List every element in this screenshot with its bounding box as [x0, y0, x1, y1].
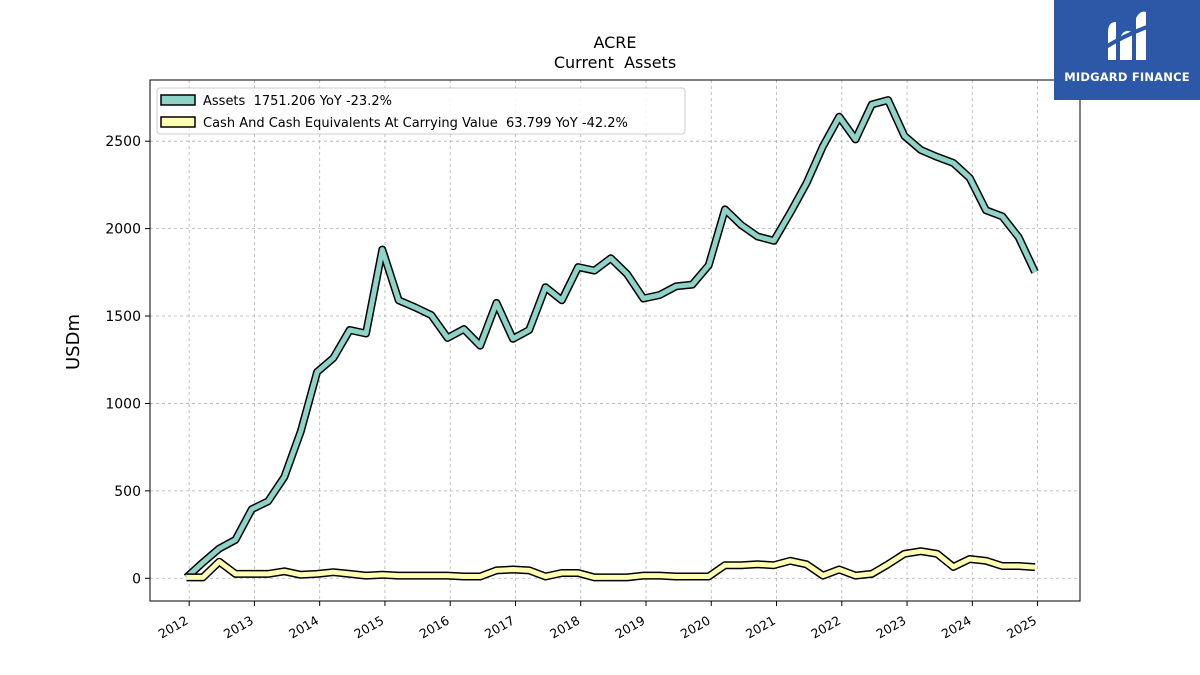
plot-frame [149, 79, 1081, 602]
x-tick-label: 2018 [547, 613, 582, 642]
legend-swatch [160, 116, 196, 128]
y-tick-label: 1000 [105, 396, 141, 412]
y-tick-label: 1500 [105, 309, 141, 325]
x-tick-label: 2023 [874, 613, 909, 642]
y-axis-label: USDm [63, 314, 84, 370]
series-line [184, 97, 1038, 580]
x-tick-label: 2013 [221, 613, 256, 642]
y-tick-label: 2500 [105, 134, 141, 150]
x-tick-label: 2024 [939, 613, 974, 642]
y-tick-label: 500 [114, 484, 141, 500]
legend-label: Assets 1751.206 YoY -23.2% [203, 94, 392, 109]
y-tick-label: 2000 [105, 222, 141, 238]
legend-box [156, 87, 686, 135]
legend-label: Cash And Cash Equivalents At Carrying Va… [203, 116, 628, 131]
x-tick-label: 2022 [808, 613, 843, 642]
x-tick-label: 2025 [1004, 613, 1039, 642]
chart-subtitle: Current Assets [554, 53, 676, 72]
logo-icon [1102, 11, 1151, 61]
x-tick-label: 2012 [156, 613, 191, 642]
x-tick-label: 2014 [286, 613, 321, 642]
brand-logo: MIDGARD FINANCE [1054, 0, 1200, 100]
x-tick-label: 2016 [417, 613, 452, 642]
y-tick-label: 0 [132, 571, 141, 587]
series-line-outline [183, 96, 1039, 581]
legend: Assets 1751.206 YoY -23.2% Cash And Cash … [156, 87, 686, 135]
chart-title: ACRE [593, 33, 636, 52]
logo-text: MIDGARD FINANCE [1064, 70, 1190, 84]
series-group [183, 96, 1039, 582]
x-tick-label: 2019 [612, 613, 647, 642]
series-line [186, 548, 1036, 580]
x-tick-label: 2017 [482, 613, 517, 642]
legend-swatch [160, 94, 196, 106]
x-tick-label: 2015 [351, 613, 386, 642]
x-tick-label: 2021 [743, 613, 778, 642]
x-tick-label: 2020 [678, 613, 713, 642]
grid [150, 80, 1080, 601]
